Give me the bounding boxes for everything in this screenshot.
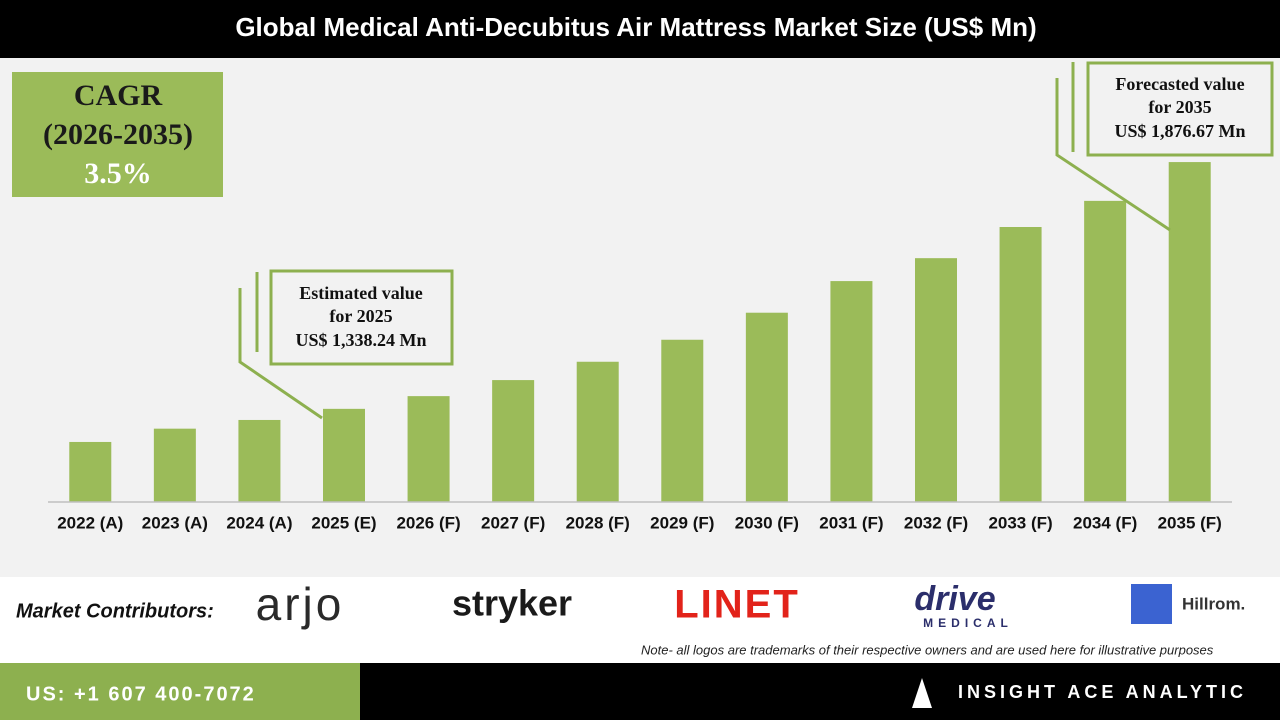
logo: arjo [256, 578, 345, 630]
bar [1084, 200, 1127, 502]
logo: stryker [452, 583, 572, 624]
x-tick-label: 2029 (F) [650, 513, 714, 532]
x-tick-label: 2030 (F) [735, 513, 799, 532]
logo: Hillrom. [1182, 594, 1245, 613]
bar [661, 339, 704, 502]
bar [153, 428, 196, 502]
annotation-text: US$ 1,876.67 Mn [1114, 121, 1245, 141]
logo-icon [1131, 584, 1172, 624]
x-tick-label: 2022 (A) [57, 513, 123, 532]
bar [576, 361, 619, 502]
phone: US: +1 607 400-7072 [26, 683, 256, 705]
footer-right [360, 663, 1280, 720]
x-tick-label: 2032 (F) [904, 513, 968, 532]
x-tick-label: 2028 (F) [566, 513, 630, 532]
bar [745, 312, 788, 502]
bar [238, 419, 281, 502]
x-tick-label: 2035 (F) [1158, 513, 1222, 532]
cagr-box [12, 72, 223, 197]
bar [323, 408, 365, 502]
logo: drive [914, 580, 995, 618]
annotation-text: Estimated value [299, 283, 423, 303]
bar [492, 380, 535, 502]
annotation-text: for 2025 [329, 306, 392, 326]
contributors-panel [0, 577, 1280, 663]
x-tick-label: 2026 (F) [396, 513, 460, 532]
brand: INSIGHT ACE ANALYTIC [958, 682, 1247, 702]
cagr-label: CAGR [74, 79, 163, 112]
logo: MEDICAL [923, 616, 1013, 630]
annotation-text: for 2035 [1148, 97, 1211, 117]
callout-lines [238, 61, 1274, 420]
annotation-text: US$ 1,338.24 Mn [295, 330, 426, 350]
brand-icon [912, 678, 932, 708]
plot: 2022 (A) 2023 (A) 2024 (A) 2025 (E) 2026 (F)… [57, 162, 1222, 532]
bar [407, 396, 450, 502]
x-tick-label: 2023 (A) [142, 513, 208, 532]
logo: LINET [674, 583, 800, 627]
contributors-label: Market Contributors: [16, 600, 214, 622]
x-tick-label: 2025 (E) [311, 513, 376, 532]
bar [69, 441, 112, 502]
bar [830, 281, 873, 502]
bar [999, 227, 1042, 502]
x-tick-label: 2027 (F) [481, 513, 545, 532]
title-bar [0, 0, 1280, 58]
chart-title: Global Medical Anti-Decubitus Air Mattre… [235, 12, 1036, 42]
x-tick-label: 2033 (F) [988, 513, 1052, 532]
annotation-text: Forecasted value [1115, 74, 1244, 94]
bar [1168, 162, 1211, 502]
footer-left [0, 663, 360, 720]
cagr-value: 3.5% [84, 157, 152, 190]
cagr-period: (2026-2035) [43, 118, 193, 151]
x-tick-label: 2034 (F) [1073, 513, 1137, 532]
x-tick-label: 2031 (F) [819, 513, 883, 532]
note: Note- all logos are trademarks of their … [641, 642, 1214, 657]
bar [915, 258, 957, 502]
x-tick-label: 2024 (A) [226, 513, 292, 532]
